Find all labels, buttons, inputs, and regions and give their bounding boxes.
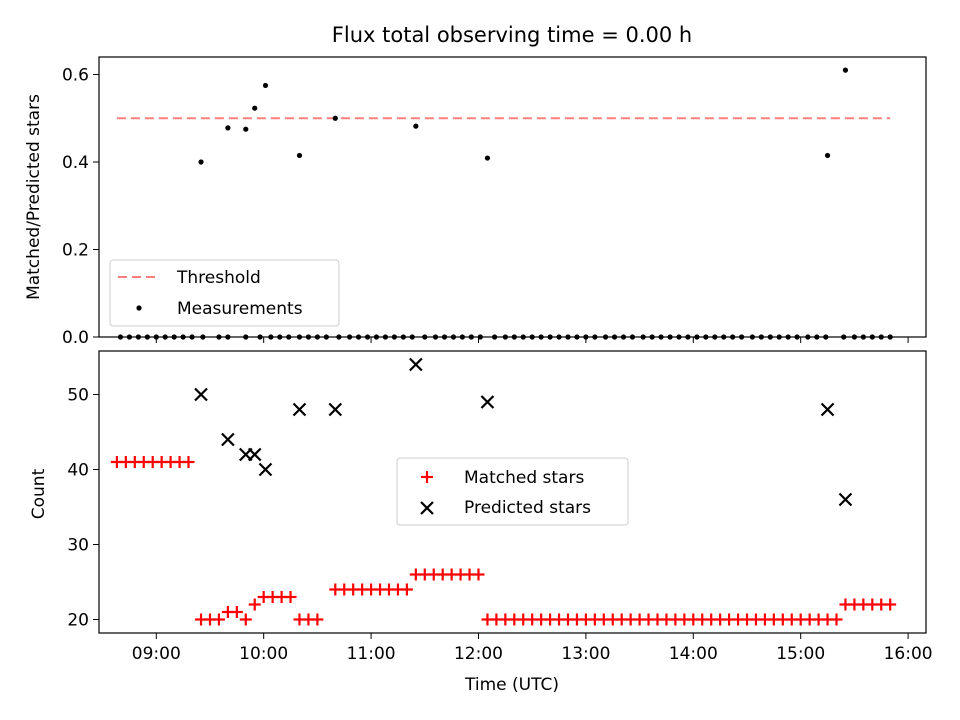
bottom-xtick-label: 16:00 xyxy=(884,644,933,664)
bottom-xtick-label: 10:00 xyxy=(239,644,288,664)
top-ytick-label: 0.6 xyxy=(62,66,89,86)
predicted-star-point xyxy=(820,402,835,417)
predicted-stars-layer xyxy=(194,357,853,507)
top-plot: Matched/Predicted stars 0.0 0.2 0.4 0.6 Thr… xyxy=(24,56,927,348)
matched-star-point xyxy=(248,598,261,611)
bottom-ylabel: Count xyxy=(29,468,49,519)
measurement-point xyxy=(198,159,204,165)
legend-matched-label: Matched stars xyxy=(464,468,584,488)
predicted-star-point xyxy=(480,395,495,409)
matched-star-point xyxy=(230,606,243,618)
measurement-point xyxy=(413,123,419,129)
matched-star-point xyxy=(830,613,843,626)
top-legend-box xyxy=(109,259,340,327)
bottom-plot: Count Time (UTC) 20 30 40 50 09:00 10:00 11:0… xyxy=(29,350,933,695)
measurement-point xyxy=(252,105,258,111)
top-plot-frame xyxy=(98,56,927,338)
top-ytick-label: 0.2 xyxy=(62,241,89,261)
matched-star-point xyxy=(400,583,413,596)
bottom-legend-box xyxy=(396,457,629,526)
top-ytick-label: 0.4 xyxy=(62,153,89,173)
top-y-ticks: 0.0 0.2 0.4 0.6 xyxy=(62,66,99,348)
bottom-ytick-label: 30 xyxy=(67,536,89,556)
matched-star-point xyxy=(311,613,324,626)
bottom-xtick-label: 11:00 xyxy=(347,644,396,664)
legend-measurements-label: Measurements xyxy=(177,299,303,319)
predicted-star-point xyxy=(221,432,235,447)
bottom-xtick-label: 09:00 xyxy=(132,644,181,664)
measurement-point xyxy=(824,152,831,159)
predicted-star-point xyxy=(194,387,208,402)
matched-stars-legend-swatch xyxy=(421,471,433,483)
bottom-plot-frame xyxy=(98,350,927,634)
top-ytick-label: 0.0 xyxy=(62,328,89,348)
bottom-x-ticks: 09:00 10:00 11:00 12:00 13:00 14:00 15:00 16:00 xyxy=(132,633,933,664)
matched-star-point xyxy=(284,591,297,603)
bottom-ytick-label: 50 xyxy=(67,386,89,406)
bottom-xtick-label: 15:00 xyxy=(776,644,825,664)
bottom-ytick-label: 40 xyxy=(67,461,89,481)
bottom-xtick-label: 13:00 xyxy=(561,644,610,664)
predicted-star-point xyxy=(247,447,262,462)
measurement-point xyxy=(484,155,491,161)
predicted-star-point xyxy=(838,492,853,507)
bottom-y-ticks: 20 30 40 50 xyxy=(67,386,99,631)
legend-threshold-label: Threshold xyxy=(176,268,261,288)
predicted-star-point xyxy=(328,402,343,417)
top-legend: Threshold Measurements xyxy=(109,259,340,327)
measurement-point xyxy=(332,115,338,121)
predicted-star-point xyxy=(292,402,307,417)
matched-star-point xyxy=(472,568,485,581)
measurement-point xyxy=(842,67,849,73)
measurement-point xyxy=(262,82,269,89)
bottom-legend: Matched stars Predicted stars xyxy=(396,457,629,526)
predicted-star-point xyxy=(258,462,273,477)
bottom-ytick-label: 20 xyxy=(67,611,89,631)
predicted-star-point xyxy=(409,357,423,372)
matched-stars-layer xyxy=(110,456,897,626)
measurements-legend-swatch xyxy=(136,305,142,311)
bottom-xtick-label: 14:00 xyxy=(669,644,718,664)
measurement-point xyxy=(296,152,303,159)
top-ylabel: Matched/Predicted stars xyxy=(24,94,44,300)
chart-title: Flux total observing time = 0.00 h xyxy=(332,23,692,47)
matched-star-point xyxy=(182,456,195,468)
matched-star-point xyxy=(884,598,897,611)
legend-predicted-label: Predicted stars xyxy=(464,498,591,518)
predicted-stars-legend-swatch xyxy=(420,501,434,515)
bottom-xtick-label: 12:00 xyxy=(454,644,503,664)
matched-star-point xyxy=(212,613,225,626)
measurement-point xyxy=(225,125,231,131)
bottom-xlabel: Time (UTC) xyxy=(464,675,559,695)
measurement-point xyxy=(243,126,249,132)
matched-star-point xyxy=(239,613,252,626)
